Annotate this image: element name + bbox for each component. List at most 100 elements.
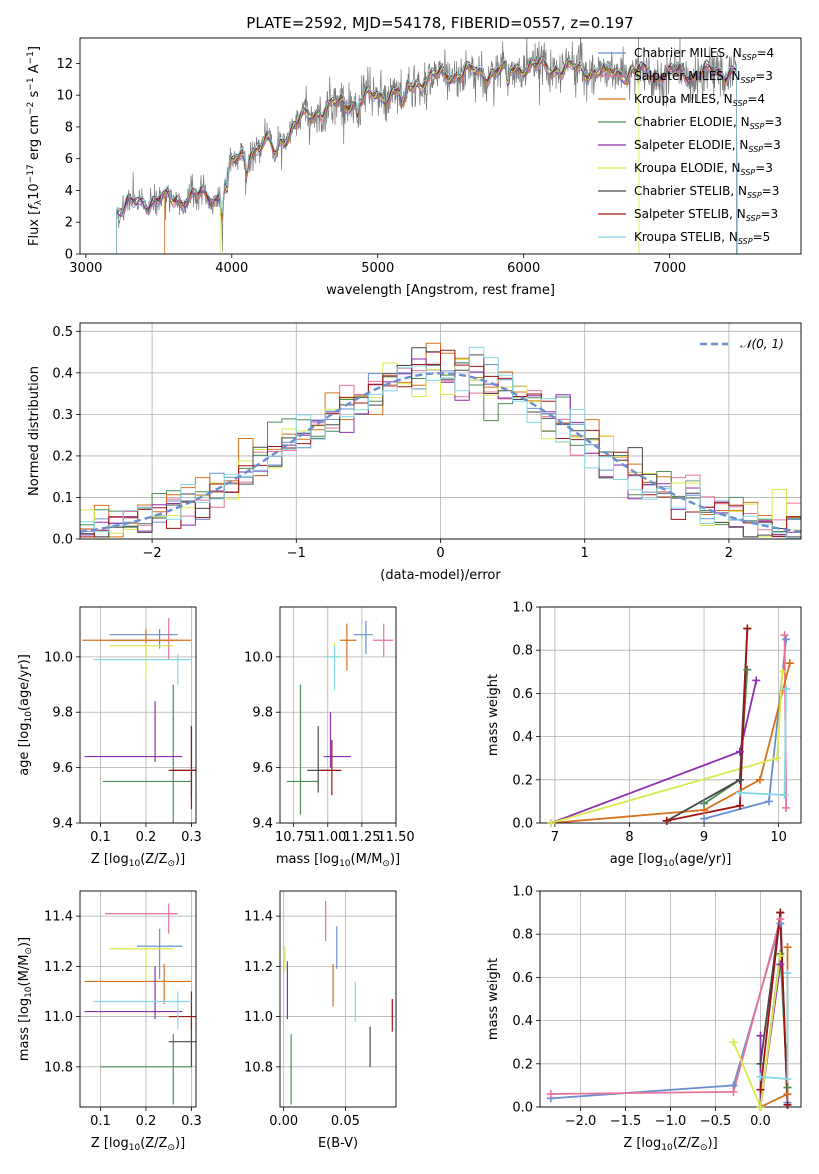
label-piece: ⊙ [24,947,34,955]
label-piece: 10 [27,183,42,200]
axes-frame [539,606,802,824]
y-tick-label: 0.6 [512,687,533,702]
mass-weight-line [732,955,782,1107]
mass-weight-marker [776,908,785,917]
model-spectrum-line [116,55,738,254]
label-piece: mass [log [17,998,32,1061]
x-tick-label: 7 [551,830,559,845]
mass-weight-marker [729,1038,738,1047]
y-tick-label: 0.4 [512,1014,533,1029]
label-piece: −17 [26,164,36,183]
y-axis-label: mass weight [486,958,501,1040]
legend-label: Chabrier ELODIE, N [634,115,750,129]
axes-mass-z: 0.1 0.2 0.310.811.011.211.4Z [log10(Z/Z⊙)]… [17,890,202,1153]
legend-label: Chabrier STELIB, N [634,184,747,198]
y-tick-label: 11.0 [244,1010,273,1025]
residual-histogram [80,346,801,539]
legend-eq: =4 [747,92,765,106]
label-piece: (Z/Z [140,852,167,867]
legend-label: Kroupa STELIB, N [634,230,738,244]
legend-entry: Salpeter STELIB, NSSP=3 [634,207,778,223]
legend-eq: =3 [762,184,780,198]
y-tick-label: 0 [65,248,73,263]
y-tick-label: 9.6 [252,761,273,776]
x-tick-label: 0.05 [331,1114,360,1129]
mass-weight-line [550,671,784,823]
mass-weight-marker [780,631,789,640]
label-piece: )] [175,1136,185,1151]
axes-residuals: −2 −1 0 1 2 0.0 0.1 0.2 0.3 0.4 0.5 𝒩(0, 1) (data-mo… [27,322,802,583]
x-tick-label: 10.75 [275,830,312,845]
gaussian-legend-label: 𝒩(0, 1) [740,337,784,351]
legend-label: Kroupa MILES, N [634,92,733,106]
residual-y-label: Normed distribution [27,366,42,496]
legend-entry: Chabrier MILES, NSSP=4 [634,46,774,62]
x-tick-label: 11.25 [343,830,380,845]
mass-weight-marker [756,1031,765,1040]
mass-weight-marker [756,1072,765,1081]
x-tick-label: 11.00 [309,830,346,845]
label-piece: −2 [26,102,36,115]
x-tick-label: 3000 [69,261,102,276]
residual-histogram [80,359,801,539]
plot-area [82,618,196,823]
axes-mass-weight-z: −2.0 −1.5 −1.0 −0.5 0.0 0.0 0.2 0.4 0.6 0.8 1.0 Z [… [486,885,802,1153]
mass-weight-marker [776,960,785,969]
mass-weight-marker [743,624,752,633]
label-piece: (age/yr)] [17,654,32,711]
y-tick-label: 1.0 [512,601,533,616]
legend-sub: SSP [741,76,756,85]
legend-entry: Kroupa MILES, NSSP=4 [634,92,765,108]
y-tick-label: 0.8 [512,644,533,659]
label-piece: )] [390,852,400,867]
axes-frame [279,606,397,824]
y-tick-label: 11.4 [44,910,73,925]
y-tick-label: 12 [56,57,73,72]
legend-eq: =3 [764,115,782,129]
y-tick-label: 10.0 [44,650,73,665]
mass-weight-marker [776,951,785,960]
model-spectrum-line [116,61,738,254]
y-axis-label: mass [log10(M/M⊙)] [17,937,34,1061]
y-tick-label: 11.2 [44,960,73,975]
mass-weight-marker [743,665,752,674]
y-tick-label: 9.8 [252,706,273,721]
x-axis-label: Z [log10(Z/Z⊙)] [91,852,185,869]
x-tick-label: 0.2 [136,830,157,845]
label-piece: ⊙ [700,1143,708,1153]
y-axis-label: mass weight [486,674,501,756]
legend-sub: SSP [746,214,761,223]
axes-mass-ebv: 0.00 0.05 10.8 11.0 11.2 11.4 E(B-V) [244,890,397,1151]
mass-weight-marker [700,799,709,808]
mass-weight-marker [785,659,794,668]
plot-area [550,912,789,1107]
plot-area [550,628,791,823]
y-tick-label: 0.2 [52,449,73,464]
spectrum-y-label: Flux [fλ10−17 erg cm−2 s−1 A−1] [26,46,44,246]
label-piece: λ [34,199,44,205]
legend-entry: Kroupa STELIB, NSSP=5 [634,230,770,246]
x-tick-label: 0.00 [269,1114,298,1129]
model-spectrum-line [116,55,738,254]
axes-frame [79,890,197,1108]
mass-weight-marker [756,1085,765,1094]
y-tick-label: 0.2 [512,773,533,788]
legend-label: Kroupa ELODIE, N [634,161,741,175]
grid-lines [80,607,196,824]
label-piece: mass [log [276,852,339,867]
legend-eq: =3 [755,161,773,175]
label-piece: 10 [24,711,34,723]
legend-label: Chabrier MILES, N [634,46,742,60]
y-tick-label: 2 [65,216,73,231]
label-piece: f [27,203,42,210]
y-tick-label: 11.4 [244,910,273,925]
grid-lines [280,607,397,824]
y-tick-label: 0.0 [512,817,533,832]
legend-eq: =4 [756,46,774,60]
y-tick-label: 0.6 [512,971,533,986]
grid-lines [280,891,396,1107]
mass-weight-marker [752,676,761,685]
residual-x-label: (data-model)/error [380,568,501,583]
y-tick-label: 9.4 [52,817,73,832]
x-tick-label: −1 [287,546,306,561]
